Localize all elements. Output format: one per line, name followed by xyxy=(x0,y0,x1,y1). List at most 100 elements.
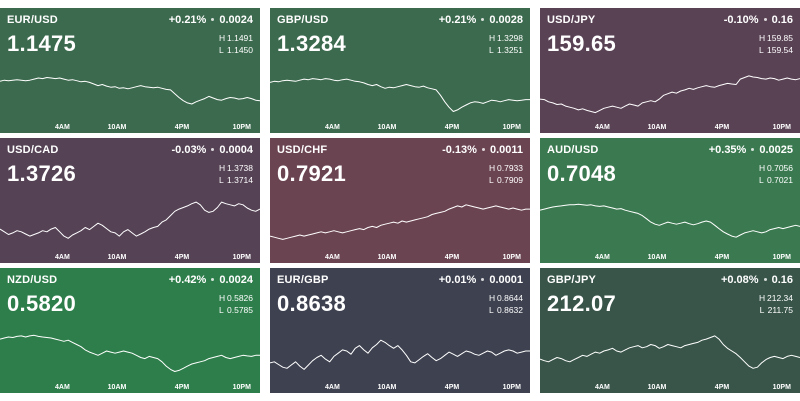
low-number: 211.75 xyxy=(767,305,793,315)
currency-tile-eur-gbp[interactable]: EUR/GBP +0.01% 0.0001 0.8638 H 0.8644 L 0.8632 4… xyxy=(270,268,530,393)
current-price: 212.07 xyxy=(547,291,617,316)
separator-dot-icon xyxy=(211,147,215,151)
low-number: 1.1450 xyxy=(227,45,253,55)
price-line xyxy=(270,204,530,240)
change-percent: +0.42% xyxy=(168,274,207,286)
time-axis-label: 4AM xyxy=(55,254,70,261)
low-label: L xyxy=(759,305,765,315)
high-number: 159.85 xyxy=(767,33,793,43)
current-price: 1.3726 xyxy=(7,161,77,186)
time-axis-label: 10PM xyxy=(503,384,521,391)
price-sparkline-chart: 4AM 10AM 4PM 10PM xyxy=(540,335,800,391)
high-number: 0.7933 xyxy=(497,163,523,173)
change-readout: -0.03% 0.0004 xyxy=(171,144,253,156)
low-value: L 1.3714 xyxy=(219,175,253,185)
currency-tile-usd-jpy[interactable]: USD/JPY -0.10% 0.16 159.65 H 159.85 L 159.54 4AM… xyxy=(540,8,800,133)
low-label: L xyxy=(489,175,494,185)
currency-pair-label: NZD/USD xyxy=(7,274,58,286)
high-number: 1.3738 xyxy=(227,163,253,173)
high-label: H xyxy=(489,163,496,173)
time-axis-label: 10PM xyxy=(773,124,791,131)
high-number: 0.7056 xyxy=(767,163,793,173)
change-percent: -0.13% xyxy=(442,144,477,156)
time-axis-label: 10PM xyxy=(503,124,521,131)
currency-tile-aud-usd[interactable]: AUD/USD +0.35% 0.0025 0.7048 H 0.7056 L 0.7021 4… xyxy=(540,138,800,263)
price-line xyxy=(540,335,800,369)
low-label: L xyxy=(759,175,764,185)
change-percent: +0.01% xyxy=(438,274,477,286)
change-absolute: 0.0011 xyxy=(489,144,523,156)
time-axis-label: 4AM xyxy=(595,254,610,261)
time-axis-label: 4PM xyxy=(715,254,730,261)
change-absolute: 0.16 xyxy=(771,14,793,26)
time-axis-label: 4AM xyxy=(325,384,340,391)
price-line xyxy=(0,201,260,239)
change-readout: +0.01% 0.0001 xyxy=(439,274,523,286)
time-axis-label: 10PM xyxy=(773,254,791,261)
time-axis-label: 10AM xyxy=(648,124,667,131)
low-label: L xyxy=(219,305,224,315)
high-value: H 0.7056 xyxy=(759,163,793,173)
low-value: L 0.7021 xyxy=(759,175,793,185)
low-value: L 0.8632 xyxy=(489,305,523,315)
price-sparkline-chart: 4AM 10AM 4PM 10PM xyxy=(0,334,260,391)
separator-dot-icon xyxy=(763,17,767,21)
time-axis-label: 4PM xyxy=(175,384,190,391)
time-axis-label: 4AM xyxy=(595,384,610,391)
change-readout: +0.21% 0.0028 xyxy=(439,14,523,26)
change-readout: +0.21% 0.0024 xyxy=(169,14,253,26)
time-axis-label: 10AM xyxy=(648,384,667,391)
time-axis-label: 4PM xyxy=(715,124,730,131)
high-number: 1.1491 xyxy=(227,33,253,43)
time-axis-label: 10AM xyxy=(648,254,667,261)
currency-tile-usd-chf[interactable]: USD/CHF -0.13% 0.0011 0.7921 H 0.7933 L 0.7909 4… xyxy=(270,138,530,263)
currency-tile-gbp-jpy[interactable]: GBP/JPY +0.08% 0.16 212.07 H 212.34 L 211.75 4AM… xyxy=(540,268,800,393)
currency-tile-eur-usd[interactable]: EUR/USD +0.21% 0.0024 1.1475 H 1.1491 L 1.1450 4… xyxy=(0,8,260,133)
high-label: H xyxy=(759,293,766,303)
low-number: 159.54 xyxy=(767,45,793,55)
low-value: L 211.75 xyxy=(760,305,793,315)
high-label: H xyxy=(219,163,226,173)
currency-pair-label: AUD/USD xyxy=(547,144,599,156)
low-value: L 0.7909 xyxy=(489,175,523,185)
change-percent: +0.21% xyxy=(168,14,207,26)
price-sparkline-chart: 4AM 10AM 4PM 10PM xyxy=(0,77,260,131)
change-percent: -0.10% xyxy=(723,14,759,26)
low-value: L 159.54 xyxy=(759,45,793,55)
currency-pair-label: EUR/GBP xyxy=(277,274,329,286)
low-label: L xyxy=(489,305,494,315)
currency-pair-label: USD/CHF xyxy=(277,144,328,156)
change-absolute: 0.0028 xyxy=(489,14,523,26)
currency-tile-nzd-usd[interactable]: NZD/USD +0.42% 0.0024 0.5820 H 0.5826 L 0.5785 4… xyxy=(0,268,260,393)
time-axis-label: 4AM xyxy=(55,384,70,391)
time-axis-label: 4AM xyxy=(325,124,340,131)
low-value: L 0.5785 xyxy=(219,305,253,315)
separator-dot-icon xyxy=(763,277,767,281)
separator-dot-icon xyxy=(481,17,485,21)
change-percent: +0.21% xyxy=(438,14,477,26)
time-axis-label: 4AM xyxy=(595,124,610,131)
time-axis-label: 10AM xyxy=(378,254,397,261)
currency-pair-label: USD/JPY xyxy=(547,14,596,26)
time-axis-label: 4PM xyxy=(445,384,460,391)
change-absolute: 0.0004 xyxy=(219,144,253,156)
low-number: 0.5785 xyxy=(227,305,253,315)
currency-tile-gbp-usd[interactable]: GBP/USD +0.21% 0.0028 1.3284 H 1.3298 L 1.3251 4… xyxy=(270,8,530,133)
high-number: 0.5826 xyxy=(227,293,253,303)
currency-tile-usd-cad[interactable]: USD/CAD -0.03% 0.0004 1.3726 H 1.3738 L 1.3714 4… xyxy=(0,138,260,263)
time-axis-label: 10PM xyxy=(233,124,251,131)
change-absolute: 0.16 xyxy=(771,274,793,286)
change-absolute: 0.0024 xyxy=(219,274,253,286)
current-price: 0.7921 xyxy=(277,161,347,186)
time-axis-label: 10AM xyxy=(108,254,127,261)
low-number: 0.8632 xyxy=(497,305,523,315)
currency-pair-label: USD/CAD xyxy=(7,144,59,156)
low-number: 0.7021 xyxy=(767,175,793,185)
low-number: 1.3714 xyxy=(227,175,253,185)
low-value: L 1.3251 xyxy=(489,45,523,55)
price-line xyxy=(270,339,530,370)
high-value: H 1.3738 xyxy=(219,163,253,173)
price-sparkline-chart: 4AM 10AM 4PM 10PM xyxy=(270,78,530,131)
time-axis-label: 4PM xyxy=(445,254,460,261)
change-absolute: 0.0001 xyxy=(489,274,523,286)
